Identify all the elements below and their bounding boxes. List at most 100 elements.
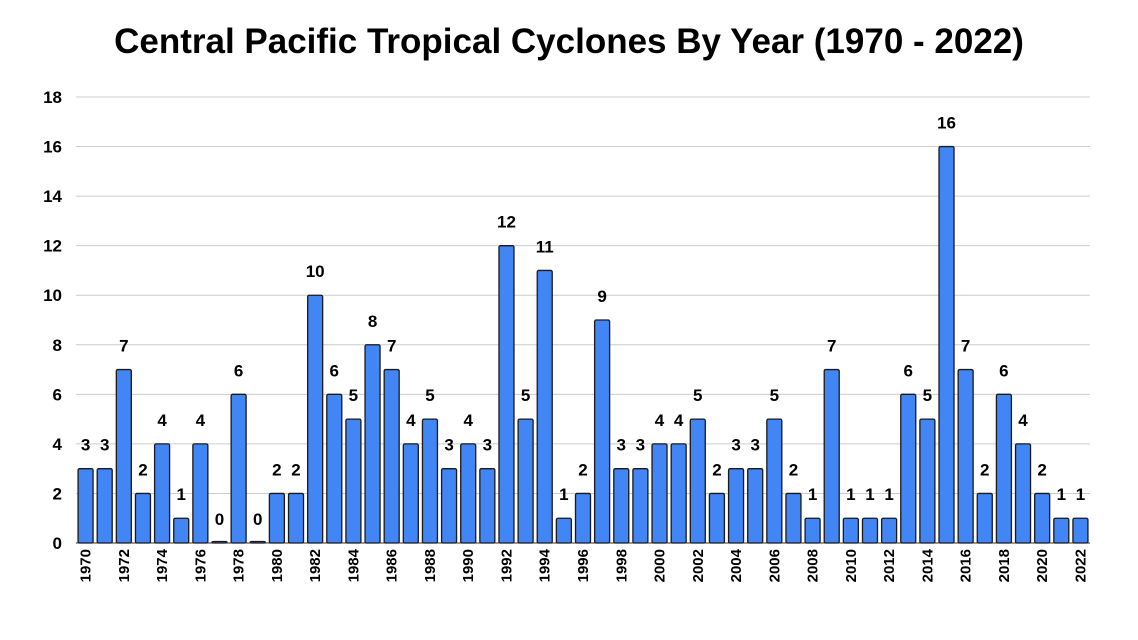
- x-tick-label: 1996: [575, 549, 592, 582]
- bar: [938, 145, 955, 544]
- bar: [326, 393, 343, 544]
- data-label: 5: [923, 386, 932, 405]
- bar: [479, 468, 496, 544]
- data-label: 4: [463, 411, 473, 430]
- y-tick-label: 8: [53, 336, 62, 355]
- bar: [804, 517, 821, 544]
- x-tick-label: 1994: [537, 548, 554, 582]
- bar: [364, 344, 381, 544]
- y-tick-label: 0: [53, 534, 62, 553]
- x-tick-label: 1976: [192, 549, 209, 582]
- bar: [919, 418, 936, 544]
- data-label: 1: [176, 485, 185, 504]
- bar: [383, 368, 400, 544]
- data-label: 4: [406, 411, 416, 430]
- data-label: 1: [808, 485, 817, 504]
- y-tick-label: 4: [53, 435, 63, 454]
- bar: [211, 540, 228, 544]
- data-label: 4: [674, 411, 684, 430]
- data-label: 5: [770, 386, 779, 405]
- x-tick-label: 1970: [78, 549, 95, 582]
- bar: [1014, 443, 1032, 544]
- data-label: 5: [521, 386, 530, 405]
- data-label: 1: [1057, 485, 1066, 504]
- x-tick-label: 2002: [690, 549, 707, 582]
- x-tick-label: 2014: [919, 548, 936, 582]
- bar: [823, 368, 840, 544]
- y-tick-label: 12: [43, 237, 62, 256]
- bar: [574, 492, 592, 544]
- bar: [249, 540, 266, 544]
- bar: [555, 517, 573, 544]
- x-tick-label: 2000: [652, 549, 669, 582]
- x-tick-label: 2020: [1034, 549, 1051, 582]
- data-label: 4: [655, 411, 665, 430]
- bar: [173, 517, 190, 544]
- bar: [880, 517, 898, 544]
- data-label: 3: [731, 436, 740, 455]
- y-tick-label: 18: [43, 88, 62, 107]
- x-tick-label: 1990: [460, 549, 477, 582]
- x-tick-label: 1986: [384, 549, 401, 582]
- data-label: 3: [617, 436, 626, 455]
- x-tick-label: 2008: [805, 549, 822, 582]
- data-label: 1: [884, 485, 893, 504]
- data-label: 2: [272, 460, 281, 479]
- bar: [287, 492, 305, 544]
- bar: [651, 443, 668, 544]
- x-tick-label: 2004: [728, 548, 745, 582]
- x-tick-label: 2016: [958, 549, 975, 582]
- data-label: 1: [846, 485, 855, 504]
- x-tick-label: 2012: [881, 549, 898, 582]
- y-tick-label: 14: [43, 187, 62, 206]
- bar: [995, 393, 1013, 544]
- data-label: 5: [425, 386, 434, 405]
- bar: [785, 492, 802, 544]
- bar: [460, 443, 477, 544]
- data-label: 2: [578, 460, 587, 479]
- x-tick-label: 1982: [307, 549, 324, 582]
- data-label: 8: [368, 312, 377, 331]
- bar: [307, 294, 324, 544]
- bar: [96, 468, 113, 544]
- x-tick-label: 2010: [843, 549, 860, 582]
- data-label: 7: [961, 337, 970, 356]
- data-label: 1: [865, 485, 874, 504]
- data-label: 6: [904, 361, 913, 380]
- bar: [440, 468, 458, 544]
- y-tick-label: 16: [43, 138, 62, 157]
- bar: [766, 418, 783, 544]
- data-label: 7: [119, 337, 128, 356]
- data-label: 0: [253, 510, 262, 529]
- data-label: 3: [483, 436, 492, 455]
- data-label: 0: [215, 510, 224, 529]
- data-label: 2: [291, 460, 300, 479]
- x-tick-label: 1998: [613, 549, 630, 582]
- bar: [976, 492, 993, 544]
- bar: [115, 368, 132, 544]
- bar: [708, 492, 726, 544]
- bar: [670, 443, 687, 544]
- data-label: 5: [693, 386, 702, 405]
- data-label: 5: [349, 386, 358, 405]
- data-label: 4: [1018, 411, 1028, 430]
- bar: [1072, 517, 1089, 544]
- bar: [593, 319, 611, 544]
- data-label: 4: [196, 411, 206, 430]
- data-label: 3: [444, 436, 453, 455]
- data-label: 1: [559, 485, 568, 504]
- data-label: 6: [330, 361, 339, 380]
- x-tick-label: 1974: [154, 548, 171, 582]
- y-tick-label: 6: [53, 385, 62, 404]
- data-label: 1: [1076, 485, 1085, 504]
- bar: [134, 492, 152, 544]
- data-label: 9: [597, 287, 606, 306]
- data-label: 3: [636, 436, 645, 455]
- data-label: 16: [937, 114, 956, 133]
- data-label: 2: [712, 460, 721, 479]
- bar: [77, 468, 94, 544]
- bar: [421, 418, 439, 544]
- data-label: 4: [157, 411, 167, 430]
- bar: [498, 245, 515, 544]
- bar: [230, 393, 247, 544]
